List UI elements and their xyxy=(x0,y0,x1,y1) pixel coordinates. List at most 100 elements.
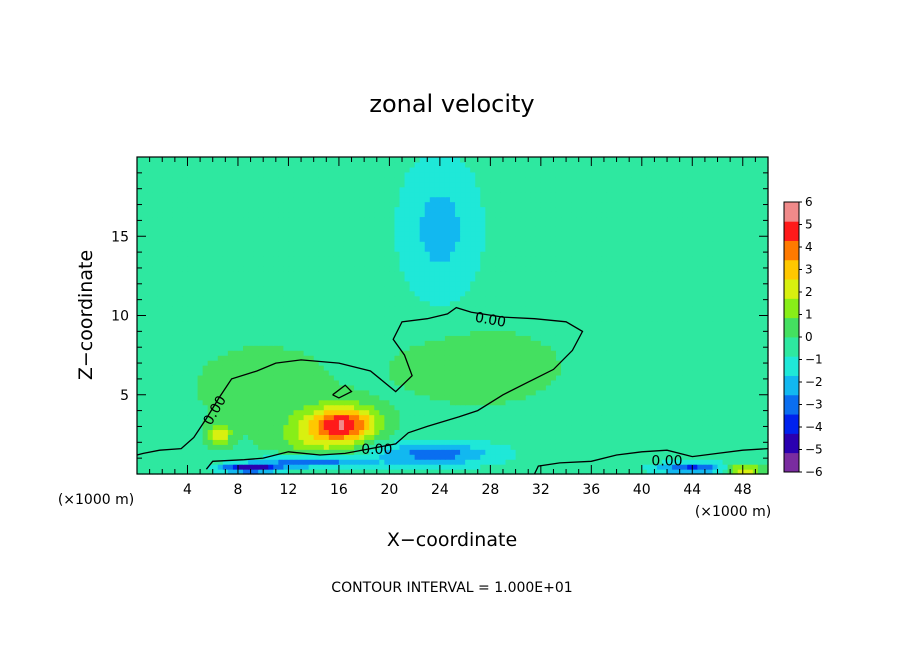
field-cell xyxy=(354,290,360,297)
field-cell xyxy=(571,369,577,376)
field-cell xyxy=(636,290,643,297)
field-cell xyxy=(656,449,663,455)
field-cell xyxy=(273,424,279,431)
field-cell xyxy=(470,315,476,322)
field-cell xyxy=(455,439,461,445)
field-cell xyxy=(667,360,673,366)
field-cell xyxy=(273,399,279,406)
field-cell xyxy=(328,379,335,386)
field-cell xyxy=(424,404,431,411)
field-cell xyxy=(566,404,572,411)
field-cell xyxy=(621,315,628,322)
field-cell xyxy=(505,369,512,376)
field-cell xyxy=(540,374,547,381)
field-cell xyxy=(616,444,623,450)
field-cell xyxy=(288,330,295,336)
field-cell xyxy=(227,439,234,445)
field-cell xyxy=(550,330,557,336)
field-cell xyxy=(243,310,249,317)
field-cell xyxy=(495,315,502,322)
field-cell xyxy=(359,315,365,322)
field-cell xyxy=(636,300,643,307)
field-cell xyxy=(520,384,527,391)
field-cell xyxy=(369,335,375,341)
field-cell xyxy=(490,389,497,396)
field-cell xyxy=(722,369,729,376)
field-cell xyxy=(394,414,401,421)
field-cell xyxy=(167,454,173,460)
field-cell xyxy=(253,285,259,292)
field-cell xyxy=(707,345,714,351)
field-cell xyxy=(641,335,648,341)
field-cell xyxy=(661,429,668,435)
field-cell xyxy=(475,439,481,445)
field-cell xyxy=(207,404,214,411)
field-cell xyxy=(505,449,512,455)
field-cell xyxy=(323,404,330,411)
field-cell xyxy=(147,325,153,331)
field-cell xyxy=(152,399,158,406)
field-cell xyxy=(232,335,239,341)
field-cell xyxy=(162,315,168,322)
field-cell xyxy=(253,330,259,336)
field-cell xyxy=(571,315,577,322)
field-cell xyxy=(323,374,330,381)
field-cell xyxy=(530,429,537,435)
field-cell xyxy=(374,330,380,336)
field-cell xyxy=(142,404,148,411)
field-cell xyxy=(722,290,729,297)
field-cell xyxy=(293,315,300,322)
field-cell xyxy=(288,310,295,317)
field-cell xyxy=(626,424,633,431)
field-cell xyxy=(147,414,153,421)
field-cell xyxy=(712,335,719,341)
field-cell xyxy=(349,285,355,292)
field-cell xyxy=(364,409,370,416)
field-cell xyxy=(500,409,507,416)
field-cell xyxy=(404,310,411,317)
field-cell xyxy=(137,300,143,307)
field-cell xyxy=(500,335,507,341)
field-cell xyxy=(268,429,274,435)
field-cell xyxy=(364,439,370,445)
field-cell xyxy=(248,429,254,435)
field-cell xyxy=(303,335,310,341)
field-cell xyxy=(318,315,325,322)
field-cell xyxy=(222,444,229,450)
field-cell xyxy=(303,444,310,450)
field-cell xyxy=(207,340,214,346)
field-cell xyxy=(258,275,264,282)
field-cell xyxy=(399,345,406,351)
field-cell xyxy=(283,280,290,287)
field-cell xyxy=(722,464,729,470)
field-cell xyxy=(263,389,269,396)
field-cell xyxy=(742,439,749,445)
field-cell xyxy=(157,310,163,317)
field-cell xyxy=(227,285,234,292)
field-cell xyxy=(177,280,184,287)
field-cell xyxy=(667,320,673,326)
field-cell xyxy=(364,275,370,282)
field-cell xyxy=(631,320,638,326)
field-cell xyxy=(702,275,709,282)
field-cell xyxy=(449,365,456,371)
field-cell xyxy=(313,379,320,386)
field-cell xyxy=(495,369,502,376)
field-cell xyxy=(737,345,744,351)
field-cell xyxy=(379,280,385,287)
field-cell xyxy=(232,360,239,366)
field-cell xyxy=(394,379,401,386)
field-cell xyxy=(626,404,633,411)
field-cell xyxy=(409,315,416,322)
field-cell xyxy=(394,459,401,465)
field-cell xyxy=(455,404,461,411)
field-cell xyxy=(545,275,552,282)
field-cell xyxy=(283,454,290,460)
field-cell xyxy=(596,310,603,317)
field-cell xyxy=(727,365,734,371)
field-cell xyxy=(611,414,618,421)
field-cell xyxy=(434,335,441,341)
field-cell xyxy=(626,340,633,346)
field-cell xyxy=(460,414,466,421)
field-cell xyxy=(591,350,597,356)
